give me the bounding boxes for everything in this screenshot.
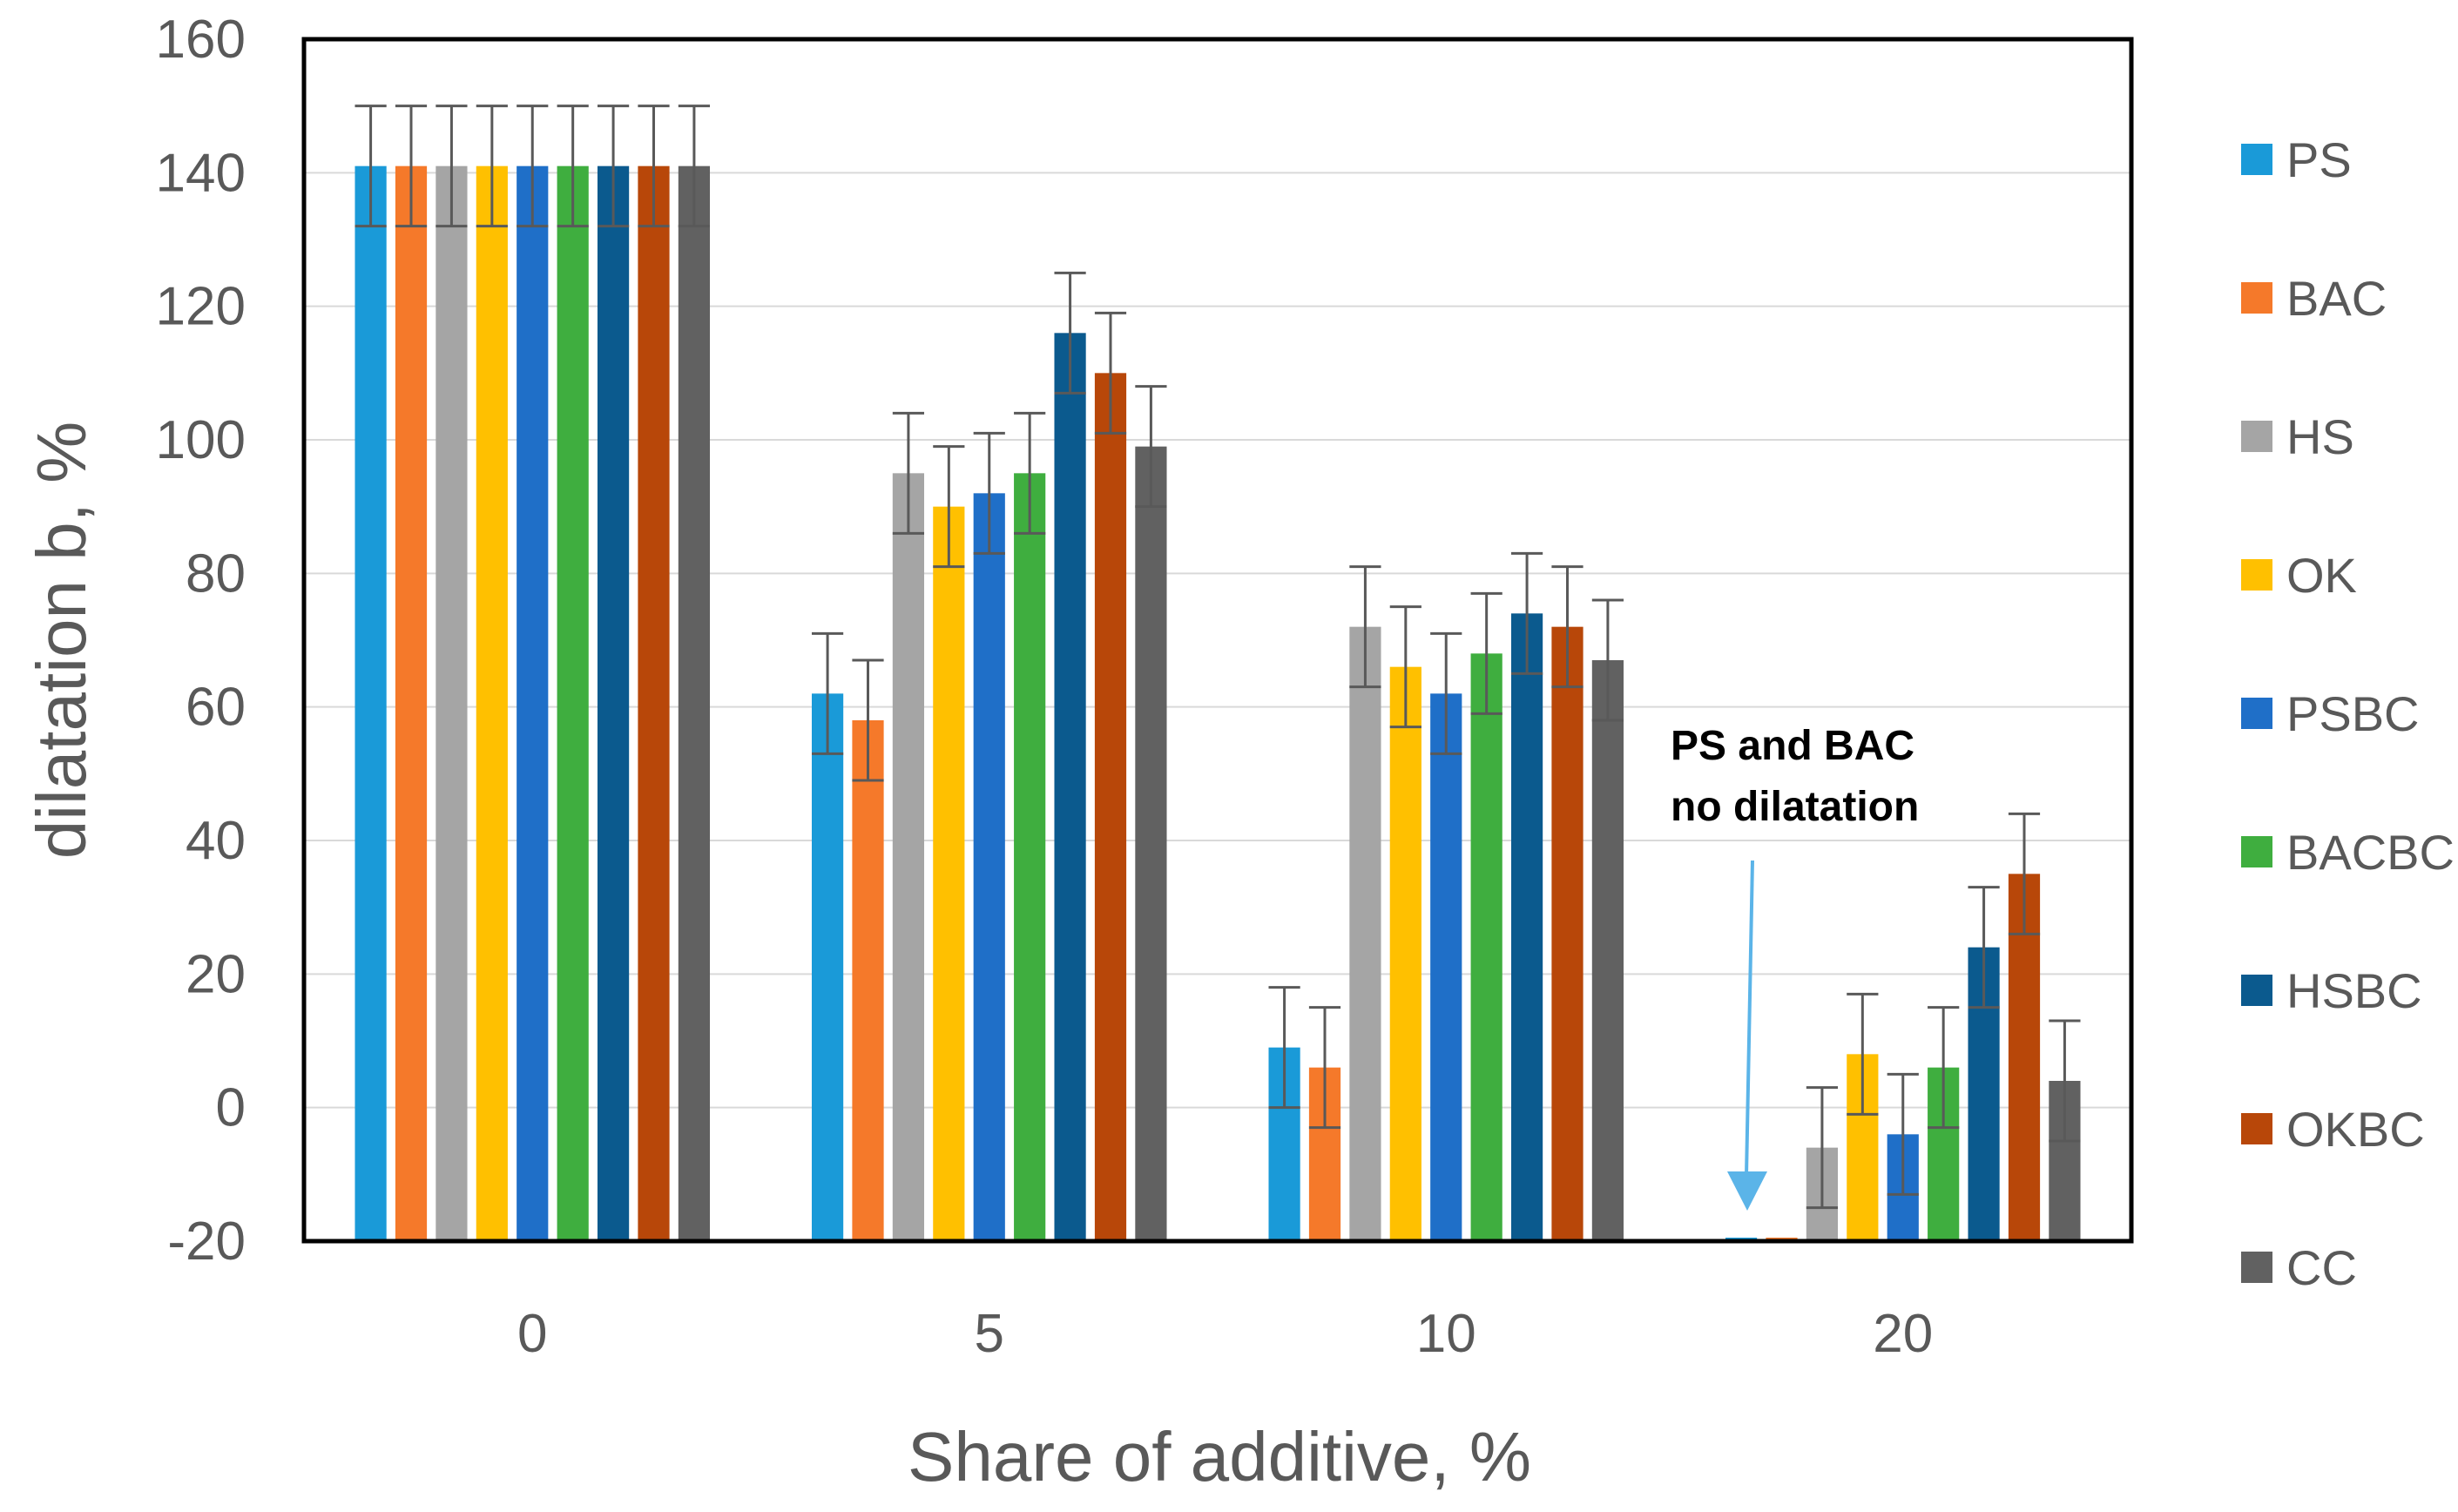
bar-BACBC-0 [557,165,589,1242]
legend-swatch-HS [2241,421,2272,452]
y-axis-title: dilatation b, % [23,422,100,860]
y-tick-label: 120 [156,277,246,337]
legend-label-BAC: BAC [2286,271,2387,326]
y-tick-label: 100 [156,410,246,470]
legend-swatch-PSBC [2241,698,2272,729]
legend-swatch-BAC [2241,282,2272,314]
bar-HS-10 [1349,626,1381,1241]
bar-BACBC-10 [1470,653,1502,1241]
bar-CC-0 [678,165,711,1242]
legend-label-HSBC: HSBC [2286,963,2422,1018]
annotation: PS and BAC no dilatation [1671,723,1919,1211]
bar-BAC-5 [852,720,884,1241]
legend-label-OK: OK [2286,548,2357,603]
legend-swatch-HSBC [2241,975,2272,1006]
y-tick-label: 20 [186,944,246,1004]
legend-label-BACBC: BACBC [2286,825,2455,880]
legend-swatch-OK [2241,559,2272,591]
y-tick-label: 40 [186,811,246,871]
bar-OK-0 [476,165,508,1242]
y-tick-label: 160 [156,10,246,70]
legend-swatch-BACBC [2241,836,2272,867]
annotation-line-1: PS and BAC [1671,723,1914,769]
annotation-line-2: no dilatation [1671,784,1919,830]
bar-PSBC-5 [973,493,1005,1241]
bar-HSBC-5 [1054,333,1086,1241]
y-axis-ticks: 160 140 120 100 80 60 40 20 0 -20 [156,10,246,1272]
bar-OK-10 [1389,666,1421,1241]
y-tick-label: -20 [167,1212,246,1272]
legend-label-PSBC: PSBC [2286,686,2420,741]
legend-label-CC: CC [2286,1240,2357,1295]
error-bars [355,105,2081,1210]
y-tick-label: 140 [156,143,246,203]
y-tick-label: 0 [216,1078,246,1138]
plot-area-frame [301,37,2134,1244]
bar-CC-5 [1135,446,1167,1241]
bar-HS-0 [436,165,468,1242]
x-tick-label: 20 [1873,1304,1933,1364]
bar-PS-5 [811,693,844,1241]
x-axis-ticks: 0 5 10 20 [517,1304,1933,1364]
bar-HSBC-0 [597,165,630,1242]
bar-HSBC-10 [1510,613,1543,1241]
legend-label-HS: HS [2286,409,2354,464]
bar-PSBC-0 [517,165,549,1242]
x-tick-label: 0 [517,1304,547,1364]
legend-label-OKBC: OKBC [2286,1102,2425,1157]
legend-swatch-PS [2241,144,2272,175]
bar-OKBC-10 [1551,626,1584,1241]
y-tick-label: 80 [186,543,246,604]
bar-OKBC-0 [638,165,670,1242]
x-tick-label: 5 [975,1304,1004,1364]
bar-OKBC-5 [1094,373,1127,1241]
bar-HS-5 [892,473,925,1241]
legend-label-PS: PS [2286,132,2352,187]
legend-swatch-OKBC [2241,1113,2272,1144]
bar-BACBC-5 [1014,473,1046,1241]
bar-CC-10 [1591,660,1624,1241]
x-tick-label: 10 [1416,1304,1476,1364]
bars [355,165,2081,1242]
x-axis-title: Share of additive, % [908,1418,1531,1495]
legend-swatch-CC [2241,1252,2272,1283]
annotation-arrow-line [1745,860,1754,1177]
bar-OK-5 [933,506,965,1241]
y-tick-label: 60 [186,678,246,738]
bar-PSBC-10 [1430,693,1462,1241]
bar-BAC-0 [395,165,428,1242]
legend: PS BAC HS OK PSBC BACBC HSBC OKBC CC [2241,132,2455,1295]
bar-PS-0 [355,165,387,1242]
annotation-arrow-head [1727,1171,1767,1211]
